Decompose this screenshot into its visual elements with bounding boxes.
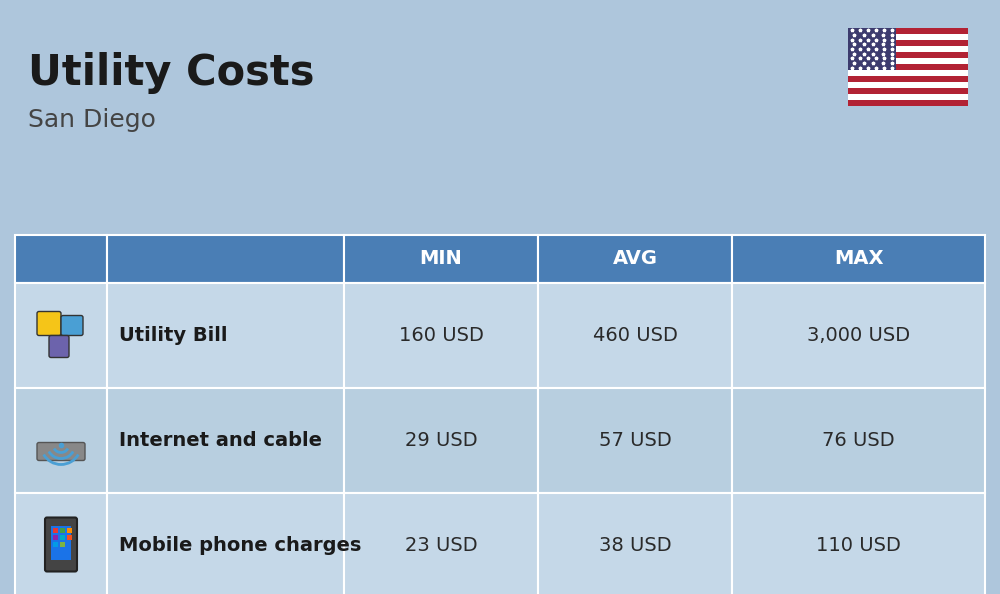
Bar (848, 94, 968, 100)
Text: 160 USD: 160 USD (399, 326, 483, 345)
Bar (344, 283, 538, 388)
Text: 110 USD: 110 USD (816, 536, 901, 555)
Bar (848, 64, 968, 70)
Bar (107, 283, 344, 388)
Bar (848, 52, 968, 58)
Bar (60, 542, 65, 546)
Text: 76 USD: 76 USD (822, 431, 895, 450)
Bar (848, 70, 968, 76)
Bar (15, 388, 107, 493)
Text: 29 USD: 29 USD (405, 431, 477, 450)
Text: Internet and cable: Internet and cable (119, 431, 322, 450)
Text: 460 USD: 460 USD (593, 326, 677, 345)
Bar (538, 493, 732, 594)
Text: 57 USD: 57 USD (599, 431, 671, 450)
Bar (732, 388, 985, 493)
FancyBboxPatch shape (37, 311, 61, 336)
Bar (848, 100, 968, 106)
FancyBboxPatch shape (37, 443, 85, 460)
Text: MIN: MIN (420, 249, 462, 268)
Bar (67, 535, 72, 539)
Bar (538, 388, 732, 493)
Bar (344, 493, 538, 594)
Bar (107, 493, 344, 594)
Bar (53, 535, 58, 539)
Bar (848, 76, 968, 82)
Bar (848, 82, 968, 88)
Text: Utility Costs: Utility Costs (28, 52, 314, 94)
Bar (15, 235, 107, 283)
Bar (60, 527, 65, 532)
Bar (848, 34, 968, 40)
Text: 3,000 USD: 3,000 USD (807, 326, 910, 345)
Bar (344, 388, 538, 493)
Bar (15, 283, 107, 388)
Bar (848, 28, 896, 70)
Text: 38 USD: 38 USD (599, 536, 671, 555)
Bar (848, 58, 968, 64)
Bar (67, 527, 72, 532)
Text: Mobile phone charges: Mobile phone charges (119, 536, 361, 555)
Bar (848, 88, 968, 94)
Bar (60, 535, 65, 539)
Bar (53, 527, 58, 532)
Bar (344, 235, 538, 283)
Bar (848, 28, 968, 34)
Bar (538, 235, 732, 283)
Text: MAX: MAX (834, 249, 883, 268)
Text: AVG: AVG (612, 249, 658, 268)
FancyBboxPatch shape (61, 315, 83, 336)
Bar (848, 46, 968, 52)
Bar (107, 388, 344, 493)
Bar (53, 542, 58, 546)
Bar (51, 526, 71, 560)
FancyBboxPatch shape (49, 336, 69, 358)
Bar (732, 493, 985, 594)
Bar (732, 283, 985, 388)
Text: San Diego: San Diego (28, 108, 156, 132)
Bar (107, 235, 344, 283)
Bar (15, 493, 107, 594)
FancyBboxPatch shape (45, 517, 77, 571)
Bar (848, 40, 968, 46)
Text: Utility Bill: Utility Bill (119, 326, 228, 345)
Bar (732, 235, 985, 283)
Bar (538, 283, 732, 388)
Text: 23 USD: 23 USD (405, 536, 477, 555)
